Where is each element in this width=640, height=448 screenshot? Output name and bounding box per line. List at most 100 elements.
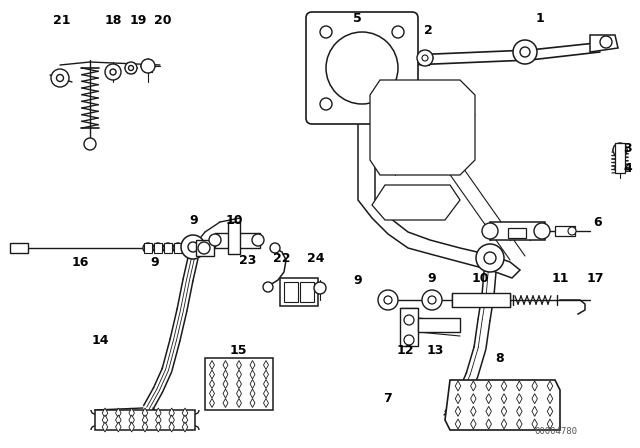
Polygon shape <box>250 389 255 398</box>
Polygon shape <box>264 399 268 408</box>
Text: 24: 24 <box>307 251 324 264</box>
Polygon shape <box>209 399 214 408</box>
Circle shape <box>153 243 163 253</box>
Polygon shape <box>169 408 175 418</box>
Polygon shape <box>116 422 121 432</box>
Polygon shape <box>547 406 553 416</box>
Polygon shape <box>205 358 273 410</box>
Polygon shape <box>470 406 476 416</box>
Circle shape <box>404 335 414 345</box>
Text: 3: 3 <box>624 142 632 155</box>
Polygon shape <box>102 408 108 418</box>
Circle shape <box>56 74 63 82</box>
Circle shape <box>125 62 137 74</box>
Polygon shape <box>223 379 228 388</box>
Circle shape <box>615 163 625 173</box>
Text: 10: 10 <box>471 271 489 284</box>
Bar <box>215 233 260 248</box>
Polygon shape <box>547 381 553 391</box>
Polygon shape <box>264 361 268 370</box>
Polygon shape <box>250 399 255 408</box>
Text: 7: 7 <box>383 392 392 405</box>
Polygon shape <box>532 381 538 391</box>
Text: 13: 13 <box>426 344 444 357</box>
Polygon shape <box>129 415 134 425</box>
Circle shape <box>613 143 627 157</box>
Polygon shape <box>142 422 148 432</box>
Polygon shape <box>516 394 522 404</box>
Polygon shape <box>237 399 241 408</box>
Circle shape <box>270 243 280 253</box>
Circle shape <box>417 50 433 66</box>
Polygon shape <box>516 381 522 391</box>
Polygon shape <box>129 408 134 418</box>
Polygon shape <box>250 361 255 370</box>
Text: 9: 9 <box>428 271 436 284</box>
Circle shape <box>422 290 442 310</box>
Circle shape <box>141 59 155 73</box>
Polygon shape <box>209 379 214 388</box>
Text: 10: 10 <box>225 214 243 227</box>
Polygon shape <box>237 361 241 370</box>
Polygon shape <box>486 419 492 429</box>
FancyBboxPatch shape <box>306 12 418 124</box>
Bar <box>144 243 152 253</box>
Text: 20: 20 <box>154 13 172 26</box>
Polygon shape <box>590 35 618 52</box>
Circle shape <box>513 40 537 64</box>
Text: 5: 5 <box>353 12 362 25</box>
Bar <box>164 243 172 253</box>
Text: 18: 18 <box>104 13 122 26</box>
Bar <box>174 243 182 253</box>
Polygon shape <box>264 370 268 379</box>
Circle shape <box>129 65 134 70</box>
Text: 11: 11 <box>551 271 569 284</box>
Polygon shape <box>116 408 121 418</box>
Polygon shape <box>95 410 195 430</box>
Bar <box>452 293 510 307</box>
Polygon shape <box>182 415 188 425</box>
Bar <box>508 228 526 238</box>
Polygon shape <box>264 379 268 388</box>
Polygon shape <box>156 422 161 432</box>
Polygon shape <box>455 406 461 416</box>
Text: 12: 12 <box>396 344 413 357</box>
Bar <box>154 243 162 253</box>
Bar <box>615 143 625 173</box>
Polygon shape <box>486 406 492 416</box>
Polygon shape <box>516 406 522 416</box>
Polygon shape <box>250 370 255 379</box>
Text: 00004780: 00004780 <box>534 427 577 436</box>
Bar <box>228 222 240 254</box>
Circle shape <box>392 26 404 38</box>
Polygon shape <box>501 381 507 391</box>
Circle shape <box>484 252 496 264</box>
Polygon shape <box>455 394 461 404</box>
Bar <box>490 222 545 240</box>
Bar <box>284 282 298 302</box>
Polygon shape <box>264 389 268 398</box>
Text: 19: 19 <box>129 13 147 26</box>
Circle shape <box>404 315 414 325</box>
Polygon shape <box>102 415 108 425</box>
Polygon shape <box>445 380 560 430</box>
Text: 14: 14 <box>92 333 109 346</box>
Polygon shape <box>182 422 188 432</box>
Polygon shape <box>142 415 148 425</box>
Polygon shape <box>129 422 134 432</box>
Bar <box>555 226 575 236</box>
Polygon shape <box>169 422 175 432</box>
Text: 4: 4 <box>623 161 632 175</box>
Text: 23: 23 <box>239 254 257 267</box>
Text: 15: 15 <box>229 344 247 357</box>
Circle shape <box>384 296 392 304</box>
Polygon shape <box>182 408 188 418</box>
Circle shape <box>143 243 153 253</box>
Circle shape <box>428 296 436 304</box>
Polygon shape <box>358 60 520 278</box>
Polygon shape <box>532 406 538 416</box>
Circle shape <box>392 98 404 110</box>
Polygon shape <box>237 379 241 388</box>
Circle shape <box>181 235 205 259</box>
Text: 2: 2 <box>424 23 433 36</box>
